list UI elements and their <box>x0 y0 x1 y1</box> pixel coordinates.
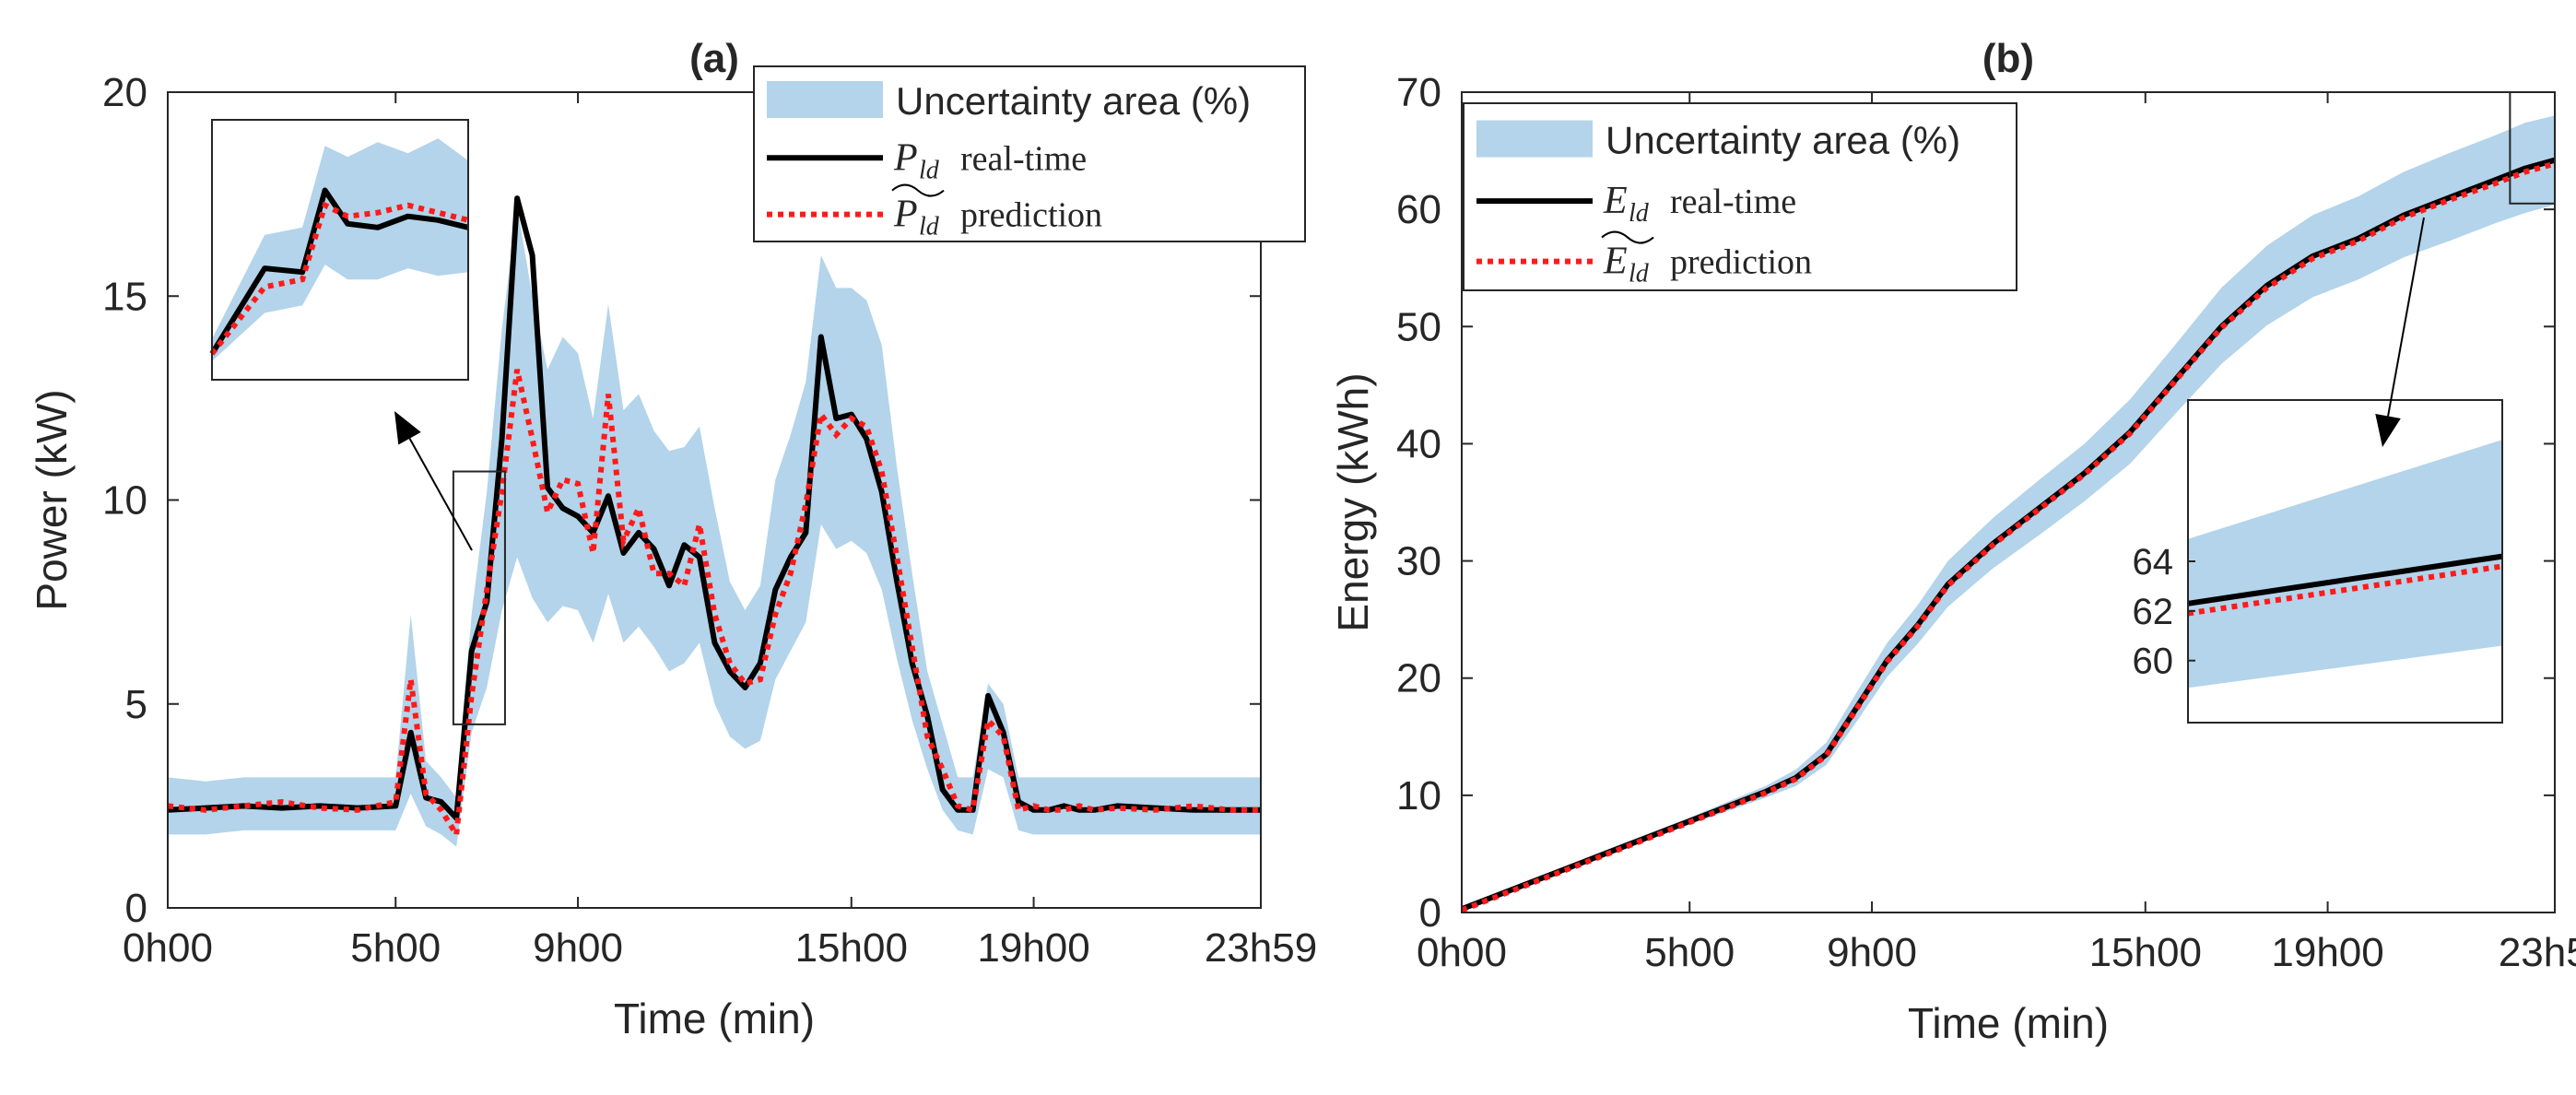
prediction-line <box>168 369 1261 843</box>
y-tick-label: 15 <box>102 274 147 319</box>
y-tick-label: 60 <box>1396 187 1441 232</box>
y-tick-label: 70 <box>1396 70 1441 115</box>
legend-label-line: real-time <box>960 139 1087 178</box>
inset-prediction-line <box>209 201 469 356</box>
inset-uncertainty-band <box>212 138 468 361</box>
zoom-arrow-head <box>2375 414 2401 447</box>
legend-tilde <box>1601 230 1654 244</box>
x-tick-label: 23h59 <box>2499 930 2576 975</box>
inset: 60 62 64 <box>2133 399 2503 724</box>
legend-symbol: P <box>893 136 918 179</box>
uncertainty-band <box>1462 115 2555 911</box>
inset-y-tick-label: 64 <box>2133 542 2174 583</box>
plot-area <box>168 195 1261 847</box>
legend-subscript: ld <box>1629 260 1650 288</box>
y-axis-label: Energy (kWh) <box>1329 372 1377 631</box>
panel-b-energy: 0h00 5h00 9h00 15h00 19h00 23h59 0 10 20 30 40 50 60… <box>1329 36 2576 1047</box>
x-tick-label: 5h00 <box>1644 930 1735 975</box>
zoom-arrow-head <box>394 411 421 445</box>
legend-subscript: ld <box>919 156 940 184</box>
legend-label-band: Uncertainty area (%) <box>1606 119 1960 162</box>
x-tick-label: 5h00 <box>350 925 441 971</box>
x-tick-label: 19h00 <box>977 925 1089 971</box>
legend: Uncertainty area (%) P ld real-time P ld predi… <box>753 65 1306 242</box>
zoom-arrow <box>2387 217 2425 417</box>
y-tick-label: 40 <box>1396 421 1441 466</box>
x-tick-label: 0h00 <box>1417 930 1507 975</box>
zoom-arrow <box>408 438 473 551</box>
inset <box>209 119 469 381</box>
legend-symbol: E <box>1603 241 1628 283</box>
y-tick-label: 0 <box>125 886 147 931</box>
y-tick-label: 10 <box>102 478 147 524</box>
legend-subscript: ld <box>1629 199 1650 228</box>
panel-label: (a) <box>689 36 739 81</box>
panel-label: (b) <box>1982 36 2034 81</box>
y-axis-label: Power (kW) <box>28 389 76 610</box>
y-tick-label: 10 <box>1396 773 1441 818</box>
legend-label-line: real-time <box>1670 182 1796 221</box>
legend-label-dotted: prediction <box>1670 243 1812 282</box>
y-tick-label: 30 <box>1396 539 1441 584</box>
y-tick-label: 20 <box>102 70 147 115</box>
zoom-box <box>2509 91 2557 205</box>
uncertainty-band <box>168 206 1261 847</box>
inset-y-tick-label: 62 <box>2133 592 2174 632</box>
y-tick-label: 0 <box>1419 890 1441 936</box>
legend-subscript: ld <box>919 213 940 241</box>
x-tick-label: 15h00 <box>2089 930 2202 975</box>
inset-y-tick-label: 60 <box>2133 642 2174 682</box>
x-tick-label: 19h00 <box>2271 930 2383 975</box>
x-axis-label: Time (min) <box>1908 999 2109 1047</box>
x-tick-label: 23h59 <box>1205 925 1317 971</box>
prediction-line <box>1462 160 2555 912</box>
y-tick-label: 5 <box>125 682 147 727</box>
legend-symbol: P <box>893 194 918 236</box>
axes-frame <box>1461 91 2556 913</box>
y-tick-label: 20 <box>1396 656 1441 701</box>
x-axis-label: Time (min) <box>614 995 815 1042</box>
x-tick-label: 9h00 <box>533 925 623 971</box>
legend-band-swatch <box>767 81 883 118</box>
x-tick-label: 9h00 <box>1827 930 1917 975</box>
legend-tilde <box>891 183 945 197</box>
inset-real-time-line <box>2187 553 2503 606</box>
inset-uncertainty-band <box>2188 440 2502 689</box>
y-tick-label: 50 <box>1396 304 1441 349</box>
legend-label-band: Uncertainty area (%) <box>896 79 1251 123</box>
zoom-box <box>452 470 506 725</box>
panel-a-power: 0h00 5h00 9h00 15h00 19h00 23h59 0 5 10 15 20 Time … <box>28 36 1317 1042</box>
legend: Uncertainty area (%) E ld real-time E ld predi… <box>1463 102 2017 291</box>
inset-real-time-line <box>209 187 469 356</box>
x-tick-label: 0h00 <box>123 925 213 971</box>
inset-frame <box>211 119 469 381</box>
plot-area <box>1462 115 2555 912</box>
legend-band-swatch <box>1476 120 1593 158</box>
legend-label-dotted: prediction <box>960 196 1102 235</box>
legend-symbol: E <box>1603 180 1628 222</box>
x-tick-label: 15h00 <box>795 925 908 971</box>
inset-prediction-line <box>2187 563 2503 617</box>
